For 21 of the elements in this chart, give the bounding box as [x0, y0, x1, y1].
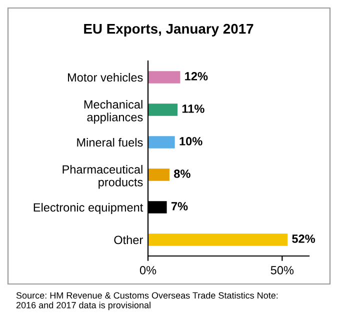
bar	[148, 104, 178, 116]
bar	[148, 234, 288, 246]
y-tick-label: Electronic equipment	[34, 202, 144, 214]
source-note: Source: HM Revenue & Customs Overseas Trade Statistics Note: 2016 and 2017 data is provisional	[16, 292, 278, 310]
y-tick-label: Mineral fuels	[77, 138, 143, 147]
bar	[148, 136, 175, 148]
y-tick-label: Motor vehicles	[68, 72, 143, 82]
bar	[148, 168, 170, 181]
bar	[148, 71, 180, 84]
data-label: 8%	[174, 170, 190, 178]
y-tick-label: Pharmaceutical products	[62, 164, 143, 189]
x-tick-label: 50%	[270, 266, 294, 274]
data-label: 7%	[171, 202, 188, 210]
x-tick-label: 0%	[140, 266, 156, 274]
data-label: 52%	[292, 234, 316, 243]
data-label: 10%	[180, 137, 202, 146]
data-label: 12%	[185, 72, 208, 80]
chart-title: EU Exports, January 2017	[84, 24, 254, 36]
y-tick-label: Other	[114, 235, 143, 244]
y-tick-label: Mechanical appliances	[84, 100, 143, 124]
data-label: 11%	[182, 104, 204, 113]
